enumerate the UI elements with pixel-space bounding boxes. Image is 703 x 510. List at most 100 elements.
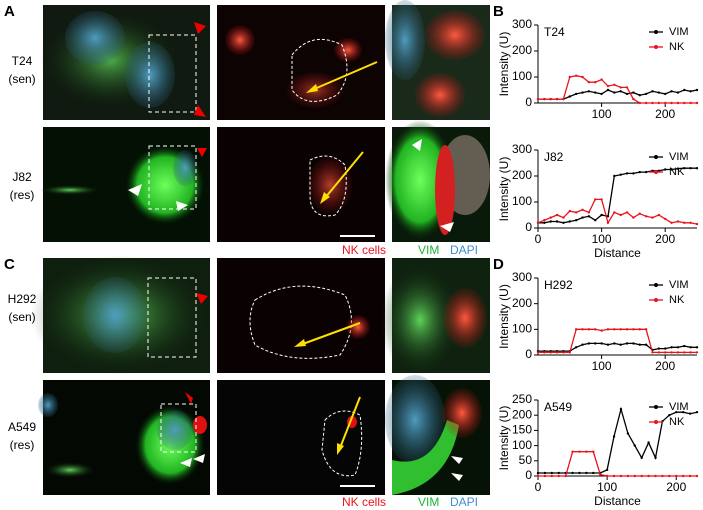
data-point [581,75,584,79]
data-point [587,328,591,331]
data-point [664,217,667,221]
data-point [606,328,610,331]
data-point [619,328,622,331]
data-point [600,92,603,96]
data-point [549,220,552,223]
data-point [688,474,692,478]
x-tick-label: 100 [592,232,612,246]
data-point [676,346,680,349]
data-point [571,471,574,475]
chart-title: T24 [544,25,565,39]
data-point [676,351,680,354]
row-status: (sen) [8,72,35,86]
data-point [695,351,699,354]
x-tick-label: 200 [666,480,686,494]
data-point [612,474,616,478]
data-point [626,474,630,478]
chart-title: J82 [544,150,564,164]
data-point [644,92,648,96]
x-axis-label: Distance [594,246,641,260]
data-point [657,213,661,217]
data-point [574,211,578,214]
data-point [536,97,540,101]
image-row [38,375,490,495]
data-point [549,97,552,101]
data-point [632,97,635,101]
data-point [574,92,578,96]
data-point [594,81,597,84]
data-point [638,328,641,331]
y-tick-label: 200 [512,168,532,182]
data-point [640,474,643,478]
data-point [675,410,678,414]
data-point [543,471,547,475]
legend-label: VIM [669,279,689,291]
data-point [568,220,571,223]
data-point [581,343,584,346]
row-status: (res) [10,188,35,202]
data-point [613,174,616,178]
data-point [613,83,616,87]
data-point [594,91,597,94]
data-point [606,343,610,346]
data-point [676,167,680,170]
x-tick-label: 200 [655,232,675,246]
data-point [587,342,591,345]
y-axis-label: Intensity (U) [497,157,511,222]
data-point [644,215,648,218]
data-point [600,213,603,217]
data-point [683,351,686,354]
data-point [644,343,648,346]
y-tick-label: 100 [512,194,532,208]
legend-label: VIM [669,26,689,38]
data-point [562,351,565,354]
legend-label: NK [669,166,685,178]
panel-label: B [493,3,504,20]
y-tick-label: 300 [512,270,532,284]
data-point [568,75,571,79]
data-point [568,209,571,213]
data-point [668,474,671,478]
data-point [619,407,623,411]
data-point [681,474,685,478]
data-point [625,211,629,214]
chart-title: H292 [544,278,573,292]
data-point [585,471,588,475]
data-point [549,216,552,219]
legend-label: NK [669,416,685,428]
row-label: A549 [8,420,36,434]
data-point [613,342,616,345]
data-point [536,474,540,478]
micrograph [217,127,385,242]
y-tick-label: 0 [525,95,532,109]
data-point [670,168,673,171]
data-point [555,351,559,354]
stain-legend: VIM [418,495,439,509]
data-point [581,91,584,94]
y-tick-label: 0 [525,347,532,361]
data-point [555,213,559,217]
data-point [606,88,610,92]
data-point [564,474,567,478]
data-point [536,471,540,475]
stain-legend: NK cells [342,243,386,257]
data-point [606,221,610,224]
data-point [644,101,648,105]
data-point [632,216,635,219]
data-point [613,211,616,214]
data-point [664,347,667,350]
data-point [625,342,629,345]
data-point [688,412,692,415]
data-point [550,471,554,475]
data-point [600,342,603,345]
data-point [683,167,686,170]
data-point [587,81,591,84]
data-point [571,450,574,453]
data-point [638,94,641,97]
data-point [651,351,654,354]
legend-label: VIM [669,401,689,413]
data-point [632,91,635,94]
data-point [695,101,699,105]
data-point [654,456,657,459]
stain-legend: DAPI [450,243,478,257]
